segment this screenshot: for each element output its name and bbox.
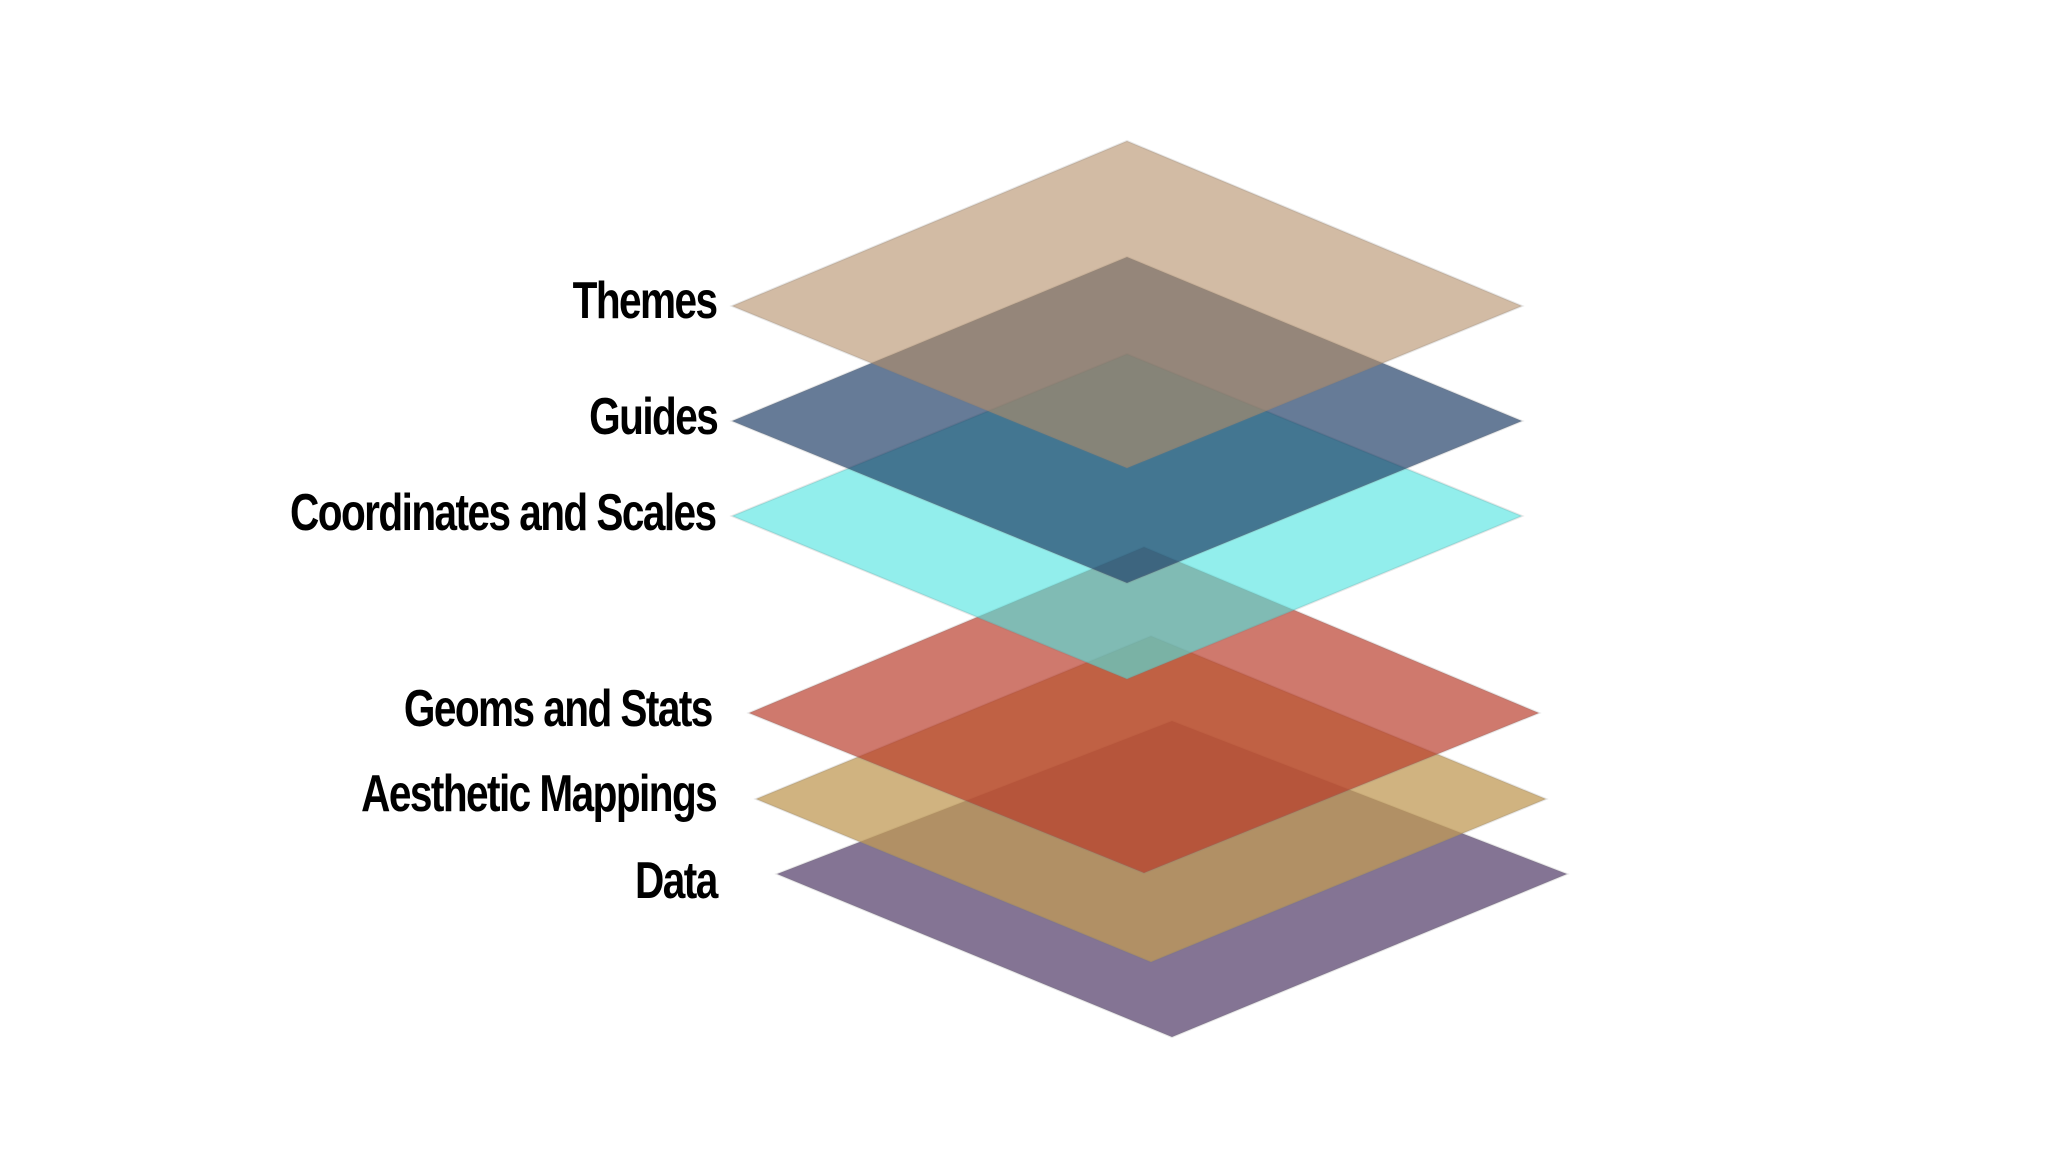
plane-themes — [729, 139, 1525, 470]
label-data: Data — [635, 852, 718, 910]
label-aesthetic-mappings: Aesthetic Mappings — [360, 765, 718, 823]
label-themes: Themes — [573, 272, 718, 330]
label-guides: Guides — [588, 388, 719, 446]
label-coordinates-and-scales: Coordinates and Scales — [290, 484, 717, 542]
label-geoms-and-stats: Geoms and Stats — [404, 680, 714, 738]
